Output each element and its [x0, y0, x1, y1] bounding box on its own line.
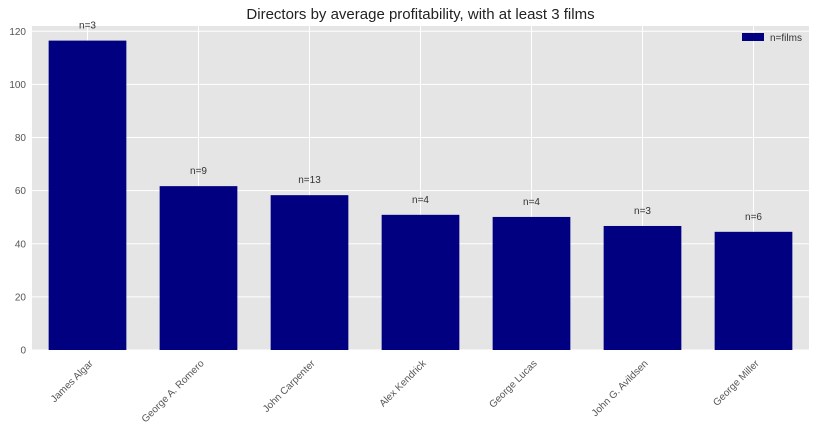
x-tick-label: James Algar: [49, 358, 96, 405]
y-tick-label: 0: [20, 346, 26, 357]
bar-labels: n=3 n=9 n=13 n=4 n=4 n=3 n=6: [79, 21, 762, 223]
bar-count-label: n=4: [412, 195, 429, 206]
legend: n=films: [742, 33, 802, 44]
chart-title: Directors by average profitability, with…: [246, 6, 594, 23]
bar-count-label: n=4: [523, 197, 540, 208]
y-tick-label: 60: [15, 186, 27, 197]
bar-count-label: n=3: [634, 206, 651, 217]
legend-label: n=films: [770, 33, 802, 44]
bar: [270, 195, 349, 350]
bar: [48, 40, 127, 350]
x-tick-label: George A. Romero: [140, 358, 207, 425]
bar: [159, 186, 238, 350]
x-tick-label: George Lucas: [487, 358, 539, 410]
bar: [492, 216, 571, 350]
y-tick-label: 120: [9, 27, 26, 38]
y-tick-label: 100: [9, 80, 26, 91]
x-tick-label: John Carpenter: [261, 358, 318, 415]
bar-count-label: n=3: [79, 21, 96, 32]
y-tick-label: 40: [15, 239, 27, 250]
bar: [603, 225, 682, 350]
bar-count-label: n=9: [190, 166, 207, 177]
y-tick-label: 80: [15, 133, 27, 144]
bar: [714, 231, 793, 350]
bar-count-label: n=6: [745, 212, 762, 223]
bar-count-label: n=13: [298, 175, 321, 186]
legend-swatch: [742, 33, 764, 41]
x-tick-label: Alex Kendrick: [378, 358, 430, 410]
x-tick-label: John G. Avildsen: [590, 358, 651, 419]
y-tick-label: 20: [15, 292, 27, 303]
x-axis: James Algar George A. Romero John Carpente…: [49, 358, 762, 425]
bar: [381, 214, 460, 350]
y-axis: 0 20 40 60 80 100 120: [9, 27, 26, 357]
x-tick-label: George Miller: [711, 358, 762, 409]
bars: [48, 40, 793, 350]
